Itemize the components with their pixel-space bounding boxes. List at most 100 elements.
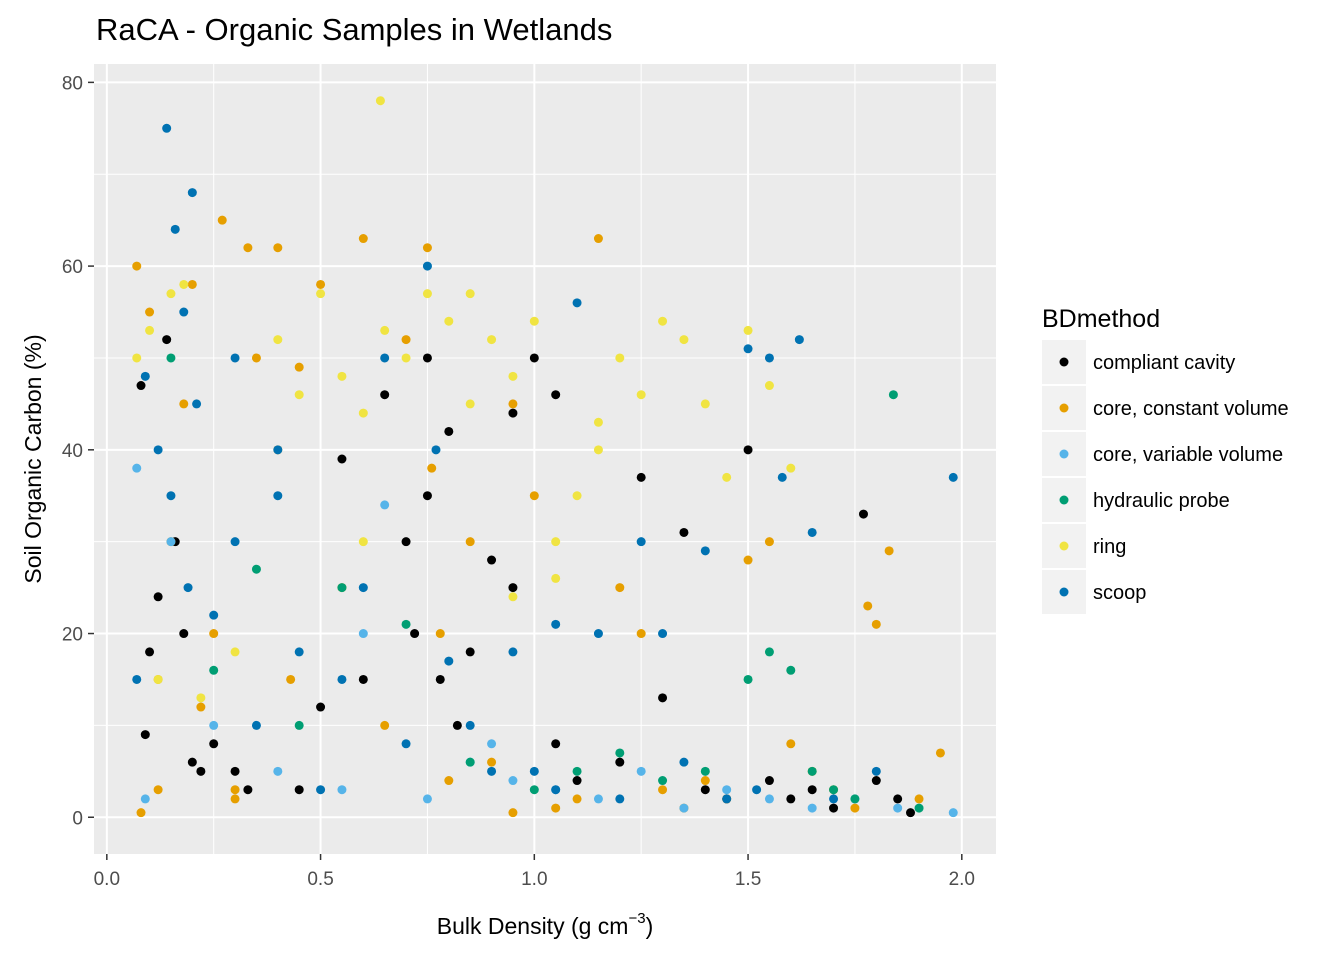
- data-point: [273, 491, 283, 501]
- data-point: [444, 656, 454, 666]
- chart-title: RaCA - Organic Samples in Wetlands: [96, 12, 612, 47]
- data-point: [358, 408, 368, 418]
- y-axis: 0 20 40 60 80: [62, 73, 94, 829]
- data-point: [375, 96, 385, 106]
- data-point: [636, 766, 646, 776]
- legend-key-point: [1059, 495, 1069, 505]
- legend-key-point: [1059, 541, 1069, 551]
- data-point: [422, 491, 432, 501]
- data-point: [286, 674, 296, 684]
- data-point: [863, 601, 873, 611]
- data-point: [294, 785, 304, 795]
- data-point: [166, 289, 176, 299]
- data-point: [358, 537, 368, 547]
- y-tick-label: 40: [62, 441, 83, 462]
- data-point: [401, 537, 411, 547]
- data-point: [777, 472, 787, 482]
- data-point: [829, 803, 839, 813]
- data-point: [743, 344, 753, 354]
- data-point: [508, 371, 518, 381]
- data-point: [615, 757, 625, 767]
- plot-panel: [94, 64, 996, 854]
- series-scoop: [132, 123, 958, 804]
- data-point: [764, 776, 774, 786]
- legend-label: core, constant volume: [1093, 398, 1289, 420]
- data-point: [508, 592, 518, 602]
- data-point: [209, 739, 219, 749]
- data-point: [764, 794, 774, 804]
- data-point: [209, 610, 219, 620]
- data-point: [465, 289, 475, 299]
- data-point: [401, 335, 411, 345]
- data-point: [230, 785, 240, 795]
- data-point: [829, 785, 839, 795]
- legend-label: hydraulic probe: [1093, 490, 1230, 512]
- data-point: [743, 674, 753, 684]
- data-point: [251, 564, 261, 574]
- data-point: [337, 674, 347, 684]
- data-point: [487, 757, 497, 767]
- data-point: [529, 316, 539, 326]
- data-point: [444, 316, 454, 326]
- data-point: [948, 808, 958, 818]
- data-point: [230, 353, 240, 363]
- data-point: [508, 808, 518, 818]
- data-point: [743, 445, 753, 455]
- data-point: [251, 720, 261, 730]
- data-point: [551, 739, 561, 749]
- data-point: [508, 583, 518, 593]
- data-point: [593, 417, 603, 427]
- data-point: [145, 307, 155, 317]
- data-point: [294, 647, 304, 657]
- data-point: [658, 785, 668, 795]
- series-hydraulic-probe: [166, 353, 924, 813]
- x-tick-label: 1.5: [735, 869, 761, 890]
- data-point: [209, 665, 219, 675]
- data-point: [230, 647, 240, 657]
- data-point: [871, 766, 881, 776]
- data-point: [935, 748, 945, 758]
- data-point: [593, 445, 603, 455]
- data-point: [487, 555, 497, 565]
- y-axis-title: Soil Organic Carbon (%): [20, 334, 46, 583]
- data-point: [140, 794, 150, 804]
- data-point: [752, 785, 762, 795]
- y-tick-label: 0: [72, 808, 83, 829]
- legend-key-point: [1059, 403, 1069, 413]
- data-point: [273, 243, 283, 253]
- data-point: [187, 188, 197, 198]
- data-point: [700, 766, 710, 776]
- data-point: [508, 399, 518, 409]
- data-point: [196, 702, 206, 712]
- data-point: [508, 776, 518, 786]
- data-point: [132, 463, 142, 473]
- data-point: [401, 739, 411, 749]
- data-point: [764, 353, 774, 363]
- data-points: [132, 96, 958, 818]
- data-point: [230, 794, 240, 804]
- data-point: [764, 537, 774, 547]
- legend-label: core, variable volume: [1093, 444, 1283, 466]
- data-point: [858, 509, 868, 519]
- data-point: [380, 720, 390, 730]
- legend-key-point: [1059, 449, 1069, 459]
- data-point: [807, 785, 817, 795]
- data-point: [183, 583, 193, 593]
- data-point: [358, 674, 368, 684]
- y-tick-label: 20: [62, 625, 83, 646]
- data-point: [145, 325, 155, 335]
- data-point: [572, 794, 582, 804]
- data-point: [251, 353, 261, 363]
- x-axis: 0.0 0.5 1.0 1.5 2.0: [94, 854, 975, 890]
- data-point: [465, 399, 475, 409]
- data-point: [807, 527, 817, 537]
- data-point: [243, 785, 253, 795]
- data-point: [209, 629, 219, 639]
- series-ring: [132, 96, 796, 703]
- data-point: [679, 527, 689, 537]
- data-point: [786, 794, 796, 804]
- data-point: [807, 766, 817, 776]
- data-point: [700, 546, 710, 556]
- data-point: [658, 629, 668, 639]
- data-point: [179, 399, 189, 409]
